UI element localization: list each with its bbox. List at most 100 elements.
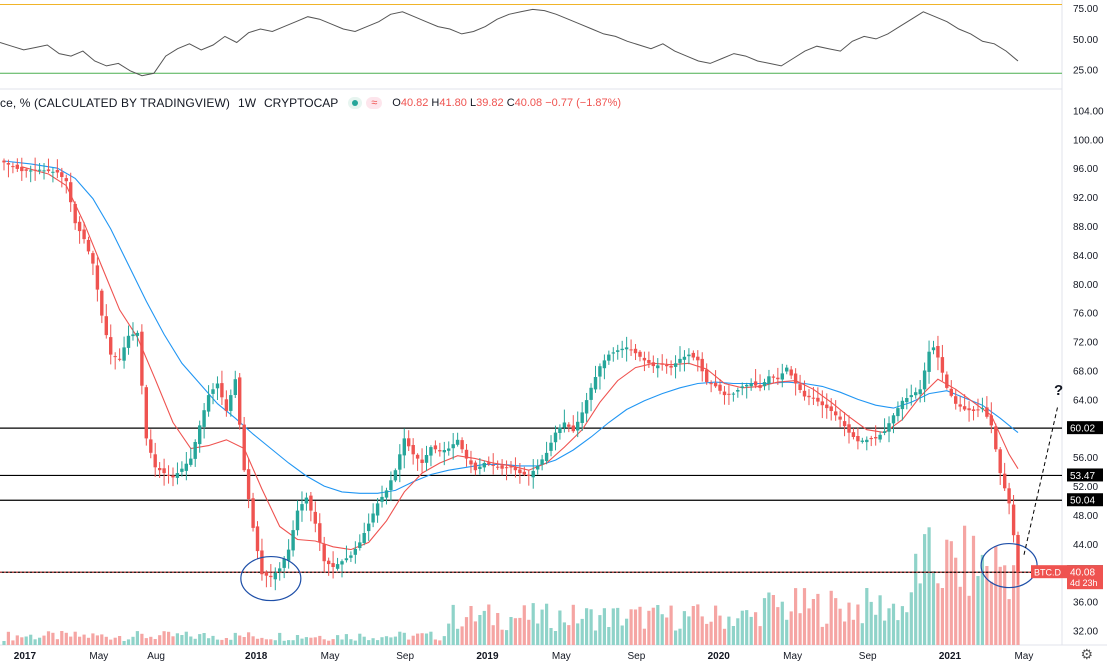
exchange-label[interactable]: CRYPTOCAP — [264, 96, 339, 110]
volume-bar — [469, 606, 473, 645]
candle-body — [905, 398, 909, 403]
volume-bar — [420, 633, 424, 645]
candle-body — [620, 348, 624, 351]
volume-bar — [585, 608, 589, 645]
volume-bar — [380, 637, 384, 645]
volume-bar — [11, 640, 15, 645]
candle-body — [109, 337, 113, 355]
candle-body — [24, 169, 28, 171]
low-prefix: L — [469, 97, 477, 109]
volume-bar — [1012, 565, 1016, 645]
volume-bar — [424, 633, 429, 645]
volume-bar — [153, 639, 157, 645]
candle-body — [633, 348, 638, 354]
projection-line[interactable] — [1023, 405, 1059, 555]
time-tick-label: May — [89, 651, 108, 662]
level-label-box — [1067, 493, 1103, 507]
volume-bar — [691, 606, 695, 645]
candle-body — [55, 170, 60, 173]
rsi-tick-label: 75.00 — [1073, 4, 1098, 15]
price-tick-label: 32.00 — [1073, 627, 1098, 638]
volume-bar — [193, 638, 197, 645]
volume-bar — [247, 632, 251, 645]
candle-body — [998, 449, 1002, 474]
volume-bar — [936, 583, 940, 645]
volume-bar — [6, 631, 10, 645]
volume-bar — [207, 638, 211, 645]
data-wave-icon[interactable]: ≈ — [366, 97, 383, 109]
volume-bar — [571, 604, 575, 645]
candle-body — [438, 450, 442, 452]
annotation-ellipse-2018[interactable] — [240, 555, 302, 602]
candle-body — [166, 475, 171, 476]
candle-body — [994, 426, 998, 450]
candle-body — [513, 467, 518, 471]
price-label-value: 40.08 — [1070, 568, 1095, 579]
candle-body — [914, 392, 918, 396]
candle-body — [135, 332, 140, 336]
volume-bar — [407, 639, 411, 645]
candle-body — [447, 448, 451, 451]
volume-bar — [393, 636, 397, 645]
volume-bar — [327, 640, 331, 645]
volume-bar — [834, 598, 838, 645]
volume-bar — [304, 637, 308, 645]
volume-bar — [709, 621, 713, 645]
volume-bar — [215, 639, 220, 645]
candle-body — [856, 436, 860, 442]
volume-bar — [242, 637, 246, 645]
volume-bar — [669, 605, 673, 645]
candle-body — [758, 385, 762, 388]
candle-body — [322, 544, 326, 562]
volume-bar — [593, 630, 598, 645]
volume-bar — [220, 639, 224, 645]
volume-bar — [184, 631, 188, 645]
candle-body — [949, 388, 953, 396]
volume-bar — [211, 635, 215, 645]
candle-body — [33, 169, 37, 171]
volume-bar — [264, 639, 268, 645]
volume-bar — [202, 633, 206, 645]
candle-body — [242, 424, 246, 471]
candle-body — [300, 504, 304, 511]
market-status-dot-icon[interactable] — [348, 97, 363, 109]
candle-body — [576, 421, 580, 431]
candle-body — [838, 416, 842, 420]
candle-body — [825, 404, 829, 409]
volume-bar — [86, 637, 91, 645]
symbol-description[interactable]: ce, % (CALCULATED BY TRADINGVIEW) — [0, 96, 231, 110]
ticker-tag-text: BTC.D — [1034, 568, 1062, 578]
volume-bar — [900, 606, 904, 645]
volume-bar — [126, 639, 131, 645]
gear-icon[interactable]: ⚙ — [1080, 646, 1093, 662]
candle-body — [642, 357, 647, 361]
candle-body — [309, 495, 313, 511]
candle-body — [295, 510, 300, 531]
candle-body — [100, 290, 104, 316]
volume-bar — [878, 595, 882, 645]
volume-bar — [589, 609, 593, 645]
candle-body — [278, 568, 282, 572]
candle-body — [380, 496, 384, 502]
candle-body — [887, 423, 891, 432]
volume-bar — [344, 634, 348, 645]
candle-body — [922, 370, 927, 390]
level-label-box — [1067, 468, 1103, 482]
volume-bar — [736, 618, 740, 645]
candle-body — [344, 558, 349, 561]
volume-bar — [496, 613, 500, 645]
volume-bar — [82, 634, 86, 645]
candle-body — [371, 513, 375, 523]
volume-bar — [909, 592, 913, 645]
interval-label[interactable]: 1W — [238, 96, 257, 110]
candle-body — [246, 469, 251, 500]
candle-body — [874, 437, 878, 439]
volume-bar — [175, 633, 179, 645]
candle-body — [722, 391, 727, 396]
candle-body — [335, 564, 340, 569]
candle-body — [629, 349, 633, 351]
candle-body — [113, 356, 117, 358]
candle-body — [598, 366, 602, 377]
volume-bar — [438, 640, 442, 645]
